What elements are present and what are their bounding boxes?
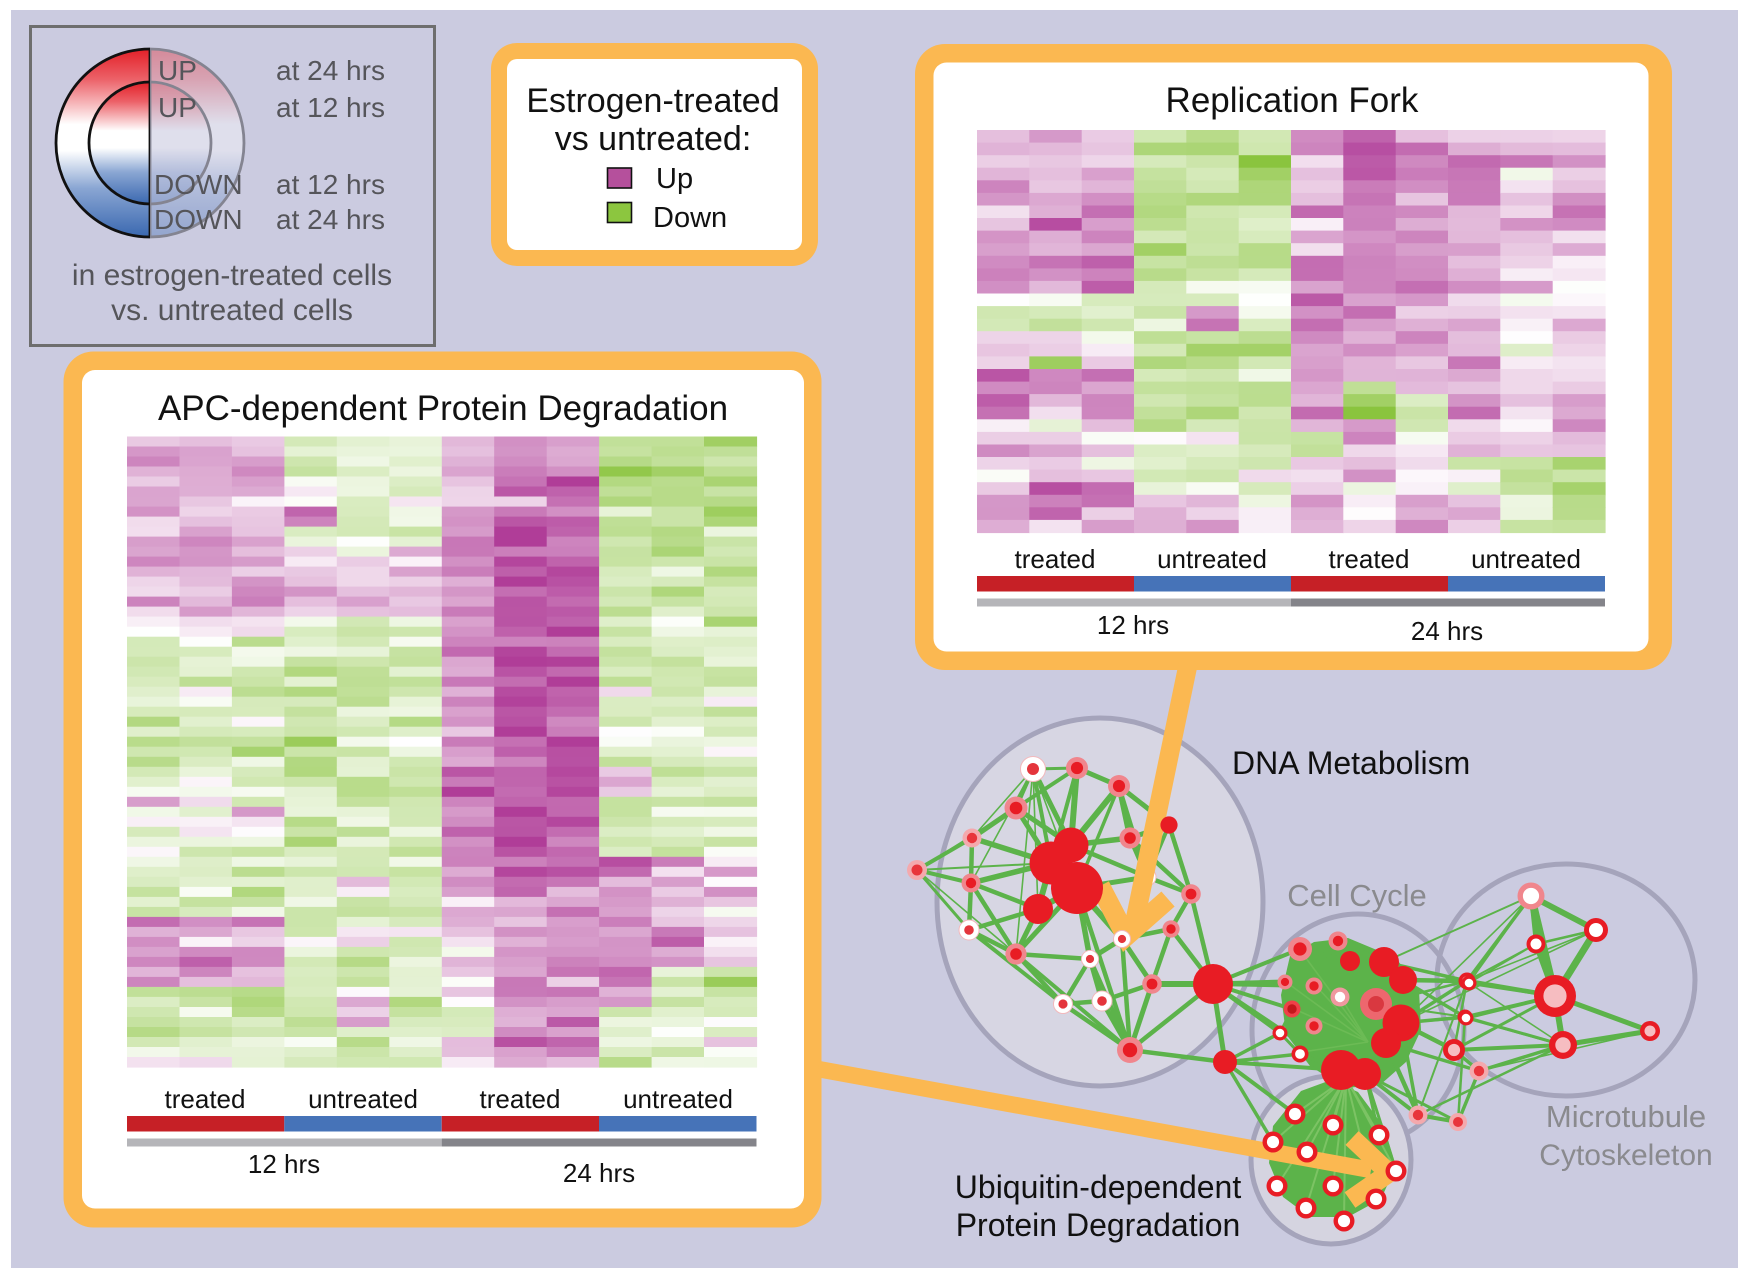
svg-text:12 hrs: 12 hrs xyxy=(248,1149,320,1179)
svg-text:untreated: untreated xyxy=(1471,544,1581,574)
svg-text:vs untreated:: vs untreated: xyxy=(555,120,752,158)
svg-text:Microtubule: Microtubule xyxy=(1546,1099,1706,1134)
svg-text:treated: treated xyxy=(165,1084,246,1114)
svg-text:UP: UP xyxy=(158,55,197,86)
svg-text:Protein Degradation: Protein Degradation xyxy=(956,1207,1241,1243)
svg-text:at 12 hrs: at 12 hrs xyxy=(276,169,385,200)
svg-text:at 24 hrs: at 24 hrs xyxy=(276,204,385,235)
svg-text:at 24 hrs: at 24 hrs xyxy=(276,55,385,86)
svg-text:treated: treated xyxy=(1329,544,1410,574)
svg-text:untreated: untreated xyxy=(308,1084,418,1114)
svg-text:untreated: untreated xyxy=(623,1084,733,1114)
svg-text:treated: treated xyxy=(480,1084,561,1114)
svg-text:24 hrs: 24 hrs xyxy=(563,1158,635,1188)
svg-text:in estrogen-treated cells: in estrogen-treated cells xyxy=(72,259,392,292)
svg-text:DOWN: DOWN xyxy=(154,169,243,200)
svg-text:Estrogen-treated: Estrogen-treated xyxy=(526,82,779,120)
svg-text:Ubiquitin-dependent: Ubiquitin-dependent xyxy=(955,1169,1242,1205)
svg-text:24 hrs: 24 hrs xyxy=(1411,616,1483,646)
svg-text:vs. untreated cells: vs. untreated cells xyxy=(111,294,353,327)
svg-text:12 hrs: 12 hrs xyxy=(1097,610,1169,640)
svg-text:Down: Down xyxy=(653,202,727,234)
svg-text:Up: Up xyxy=(656,163,693,195)
svg-text:treated: treated xyxy=(1015,544,1096,574)
svg-text:DNA Metabolism: DNA Metabolism xyxy=(1232,745,1470,781)
svg-text:APC-dependent Protein Degradat: APC-dependent Protein Degradation xyxy=(158,389,728,428)
svg-text:Cell Cycle: Cell Cycle xyxy=(1287,878,1427,913)
svg-text:Cytoskeleton: Cytoskeleton xyxy=(1539,1139,1712,1172)
svg-text:UP: UP xyxy=(158,92,197,123)
svg-text:DOWN: DOWN xyxy=(154,204,243,235)
svg-text:Replication Fork: Replication Fork xyxy=(1166,81,1419,120)
svg-text:untreated: untreated xyxy=(1157,544,1267,574)
svg-text:at 12 hrs: at 12 hrs xyxy=(276,92,385,123)
